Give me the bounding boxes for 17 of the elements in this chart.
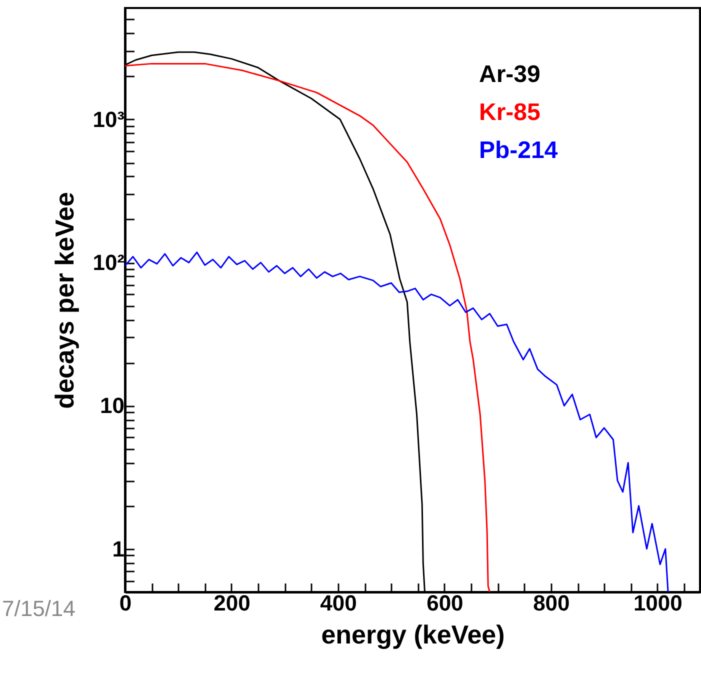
x-tick-label: 600: [426, 590, 464, 616]
x-axis-title: energy (keVee): [321, 620, 505, 650]
text: Pb-214: [479, 137, 558, 164]
y-tick-label: 10³: [92, 106, 124, 132]
x-tick-label: 400: [320, 590, 357, 616]
y-axis-title: decays per keVee: [50, 192, 80, 409]
line-series: [125, 252, 669, 592]
x-tick-label: 800: [533, 590, 570, 616]
x-tick-label: 1000: [633, 590, 682, 616]
x-tick-label: 200: [214, 590, 250, 616]
y-tick-label: 10²: [92, 250, 124, 276]
y-tick-label: 10: [100, 393, 124, 418]
text: 7/15/14: [2, 596, 76, 622]
text: Ar-39: [479, 61, 540, 88]
y-tick-label: 1: [112, 536, 124, 562]
x-tick-label: 0: [119, 590, 132, 616]
text: Kr-85: [479, 99, 540, 126]
